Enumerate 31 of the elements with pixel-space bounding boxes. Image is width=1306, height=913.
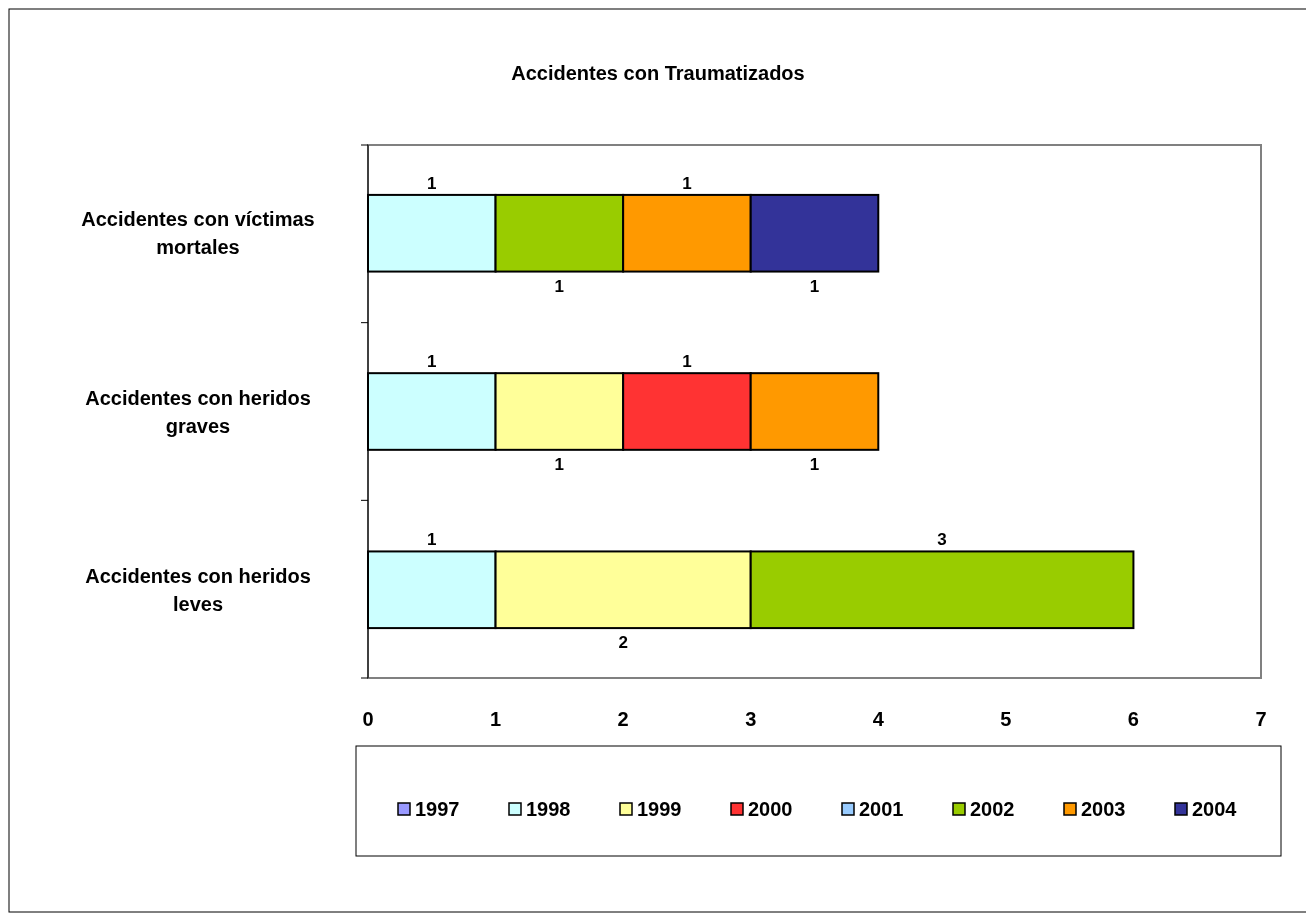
data-label: 2: [618, 633, 628, 653]
y-tick-label: Accidentes con heridos leves: [85, 564, 311, 615]
data-label: 1: [682, 352, 692, 372]
legend-label: 2003: [1081, 798, 1126, 820]
data-label: 1: [427, 173, 437, 193]
x-tick-label: 1: [490, 708, 502, 730]
data-label: 3: [937, 530, 947, 550]
x-tick-label: 2: [617, 708, 629, 730]
data-label: 1: [427, 352, 437, 372]
x-tick-label: 7: [1255, 708, 1267, 730]
legend-label: 1998: [526, 798, 571, 820]
data-label: 1: [682, 173, 692, 193]
x-tick-label: 5: [1000, 708, 1012, 730]
x-tick-label: 6: [1127, 708, 1139, 730]
data-label: 1: [427, 530, 437, 550]
legend-label: 1997: [415, 798, 460, 820]
x-tick-label: 3: [745, 708, 757, 730]
x-tick-label: 4: [872, 708, 885, 730]
legend-label: 2001: [859, 798, 904, 820]
legend-label: 1999: [637, 798, 682, 820]
x-tick-label: 0: [362, 708, 374, 730]
y-tick-label: Accidentes con víctimas mortales: [81, 208, 315, 259]
data-label: 1: [554, 454, 565, 474]
legend-label: 2002: [970, 798, 1015, 820]
data-label: 1: [809, 454, 820, 474]
data-label: 1: [809, 276, 820, 296]
chart-title: Accidentes con Traumatizados: [511, 62, 805, 84]
legend-label: 2004: [1192, 798, 1238, 820]
data-label: 1: [554, 276, 565, 296]
legend-label: 2000: [748, 798, 793, 820]
y-tick-label: Accidentes con heridos graves: [85, 386, 311, 437]
